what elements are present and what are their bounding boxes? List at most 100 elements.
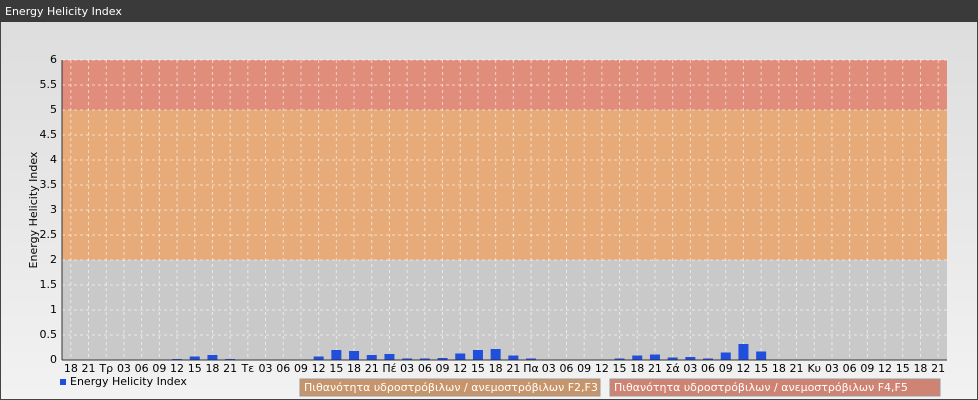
x-tick-label: 09 bbox=[577, 362, 591, 375]
x-tick-label: 03 bbox=[542, 362, 556, 375]
x-tick-label: Πα bbox=[523, 362, 539, 375]
bar bbox=[384, 354, 395, 360]
y-tick-label: 5 bbox=[50, 103, 57, 116]
x-tick-label: 21 bbox=[931, 362, 945, 375]
x-tick-label: 12 bbox=[878, 362, 892, 375]
y-tick-label: 4 bbox=[50, 153, 57, 166]
y-tick-label: 5.5 bbox=[40, 78, 58, 91]
bar bbox=[455, 353, 466, 360]
x-tick-label: 03 bbox=[683, 362, 697, 375]
legend-label: Energy Helicity Index bbox=[70, 375, 187, 388]
x-tick-label: Πέ bbox=[382, 362, 396, 375]
x-tick-label: 15 bbox=[471, 362, 485, 375]
x-tick-label: 06 bbox=[276, 362, 290, 375]
bar bbox=[366, 355, 377, 360]
bar bbox=[349, 351, 360, 360]
band-legend-box bbox=[299, 378, 601, 397]
band-legend-box bbox=[609, 378, 941, 397]
bar bbox=[490, 349, 501, 360]
x-tick-label: 06 bbox=[701, 362, 715, 375]
y-tick-label: 0.5 bbox=[40, 328, 58, 341]
bar bbox=[703, 358, 714, 360]
y-tick-label: 1 bbox=[50, 303, 57, 316]
band-legend-label: Πιθανότητα υδροστρόβιλων / ανεμοστρόβιλω… bbox=[304, 381, 598, 394]
x-tick-label: 18 bbox=[630, 362, 644, 375]
bar bbox=[667, 357, 678, 360]
title-bar bbox=[0, 0, 978, 22]
x-tick-label: 21 bbox=[648, 362, 662, 375]
x-tick-label: 18 bbox=[205, 362, 219, 375]
x-tick-label: 15 bbox=[754, 362, 768, 375]
x-tick-label: 12 bbox=[453, 362, 467, 375]
x-tick-label: 18 bbox=[913, 362, 927, 375]
x-tick-label: 15 bbox=[188, 362, 202, 375]
y-axis-label: Energy Helicity Index bbox=[27, 151, 40, 268]
bar bbox=[402, 358, 413, 360]
x-tick-label: 21 bbox=[365, 362, 379, 375]
x-tick-label: 21 bbox=[506, 362, 520, 375]
x-tick-label: 12 bbox=[595, 362, 609, 375]
x-tick-label: Σά bbox=[666, 362, 680, 375]
x-tick-label: 15 bbox=[896, 362, 910, 375]
x-tick-label: 18 bbox=[64, 362, 78, 375]
x-tick-label: 21 bbox=[82, 362, 96, 375]
bar bbox=[331, 350, 342, 360]
bar bbox=[649, 354, 660, 360]
x-tick-label: Κυ bbox=[807, 362, 821, 375]
x-tick-label: 18 bbox=[772, 362, 786, 375]
y-tick-label: 2.5 bbox=[40, 228, 58, 241]
y-tick-label: 3 bbox=[50, 203, 57, 216]
x-tick-label: 06 bbox=[559, 362, 573, 375]
y-tick-label: 6 bbox=[50, 53, 57, 66]
bar bbox=[508, 355, 519, 360]
x-tick-label: 06 bbox=[135, 362, 149, 375]
x-tick-label: 12 bbox=[736, 362, 750, 375]
bar bbox=[189, 356, 200, 360]
x-tick-label: 03 bbox=[825, 362, 839, 375]
legend-swatch bbox=[60, 379, 66, 385]
y-tick-label: 1.5 bbox=[40, 278, 58, 291]
x-tick-label: 21 bbox=[223, 362, 237, 375]
x-tick-label: 09 bbox=[860, 362, 874, 375]
x-tick-label: 18 bbox=[347, 362, 361, 375]
x-tick-label: 09 bbox=[152, 362, 166, 375]
bar bbox=[472, 350, 483, 360]
x-tick-label: 12 bbox=[170, 362, 184, 375]
band bbox=[62, 110, 947, 260]
x-tick-label: 15 bbox=[329, 362, 343, 375]
bar bbox=[685, 357, 696, 360]
y-tick-label: 3.5 bbox=[40, 178, 58, 191]
x-tick-label: 06 bbox=[418, 362, 432, 375]
y-tick-label: 0 bbox=[50, 353, 57, 366]
bar bbox=[207, 355, 218, 360]
x-tick-label: 09 bbox=[719, 362, 733, 375]
x-tick-label: 15 bbox=[613, 362, 627, 375]
x-tick-label: 12 bbox=[312, 362, 326, 375]
bar bbox=[720, 352, 731, 360]
x-tick-label: 03 bbox=[259, 362, 273, 375]
bar bbox=[738, 344, 749, 360]
bar bbox=[419, 358, 430, 360]
chart-title: Energy Helicity Index bbox=[5, 5, 122, 18]
x-tick-label: 06 bbox=[843, 362, 857, 375]
x-tick-label: Τε bbox=[241, 362, 255, 375]
bar bbox=[313, 356, 324, 360]
x-tick-label: 09 bbox=[294, 362, 308, 375]
x-tick-label: 03 bbox=[117, 362, 131, 375]
y-tick-label: 2 bbox=[50, 253, 57, 266]
bar bbox=[526, 358, 537, 360]
x-tick-label: Τρ bbox=[98, 362, 113, 375]
band bbox=[62, 260, 947, 360]
x-tick-label: 03 bbox=[400, 362, 414, 375]
y-tick-label: 4.5 bbox=[40, 128, 58, 141]
bar bbox=[614, 358, 625, 360]
bar bbox=[632, 355, 643, 360]
band bbox=[62, 60, 947, 110]
bar bbox=[756, 351, 767, 360]
band-legend-label: Πιθανότητα υδροστρόβιλων / ανεμοστρόβιλω… bbox=[614, 381, 908, 394]
x-tick-label: 18 bbox=[489, 362, 503, 375]
bar bbox=[437, 358, 448, 360]
x-tick-label: 21 bbox=[790, 362, 804, 375]
